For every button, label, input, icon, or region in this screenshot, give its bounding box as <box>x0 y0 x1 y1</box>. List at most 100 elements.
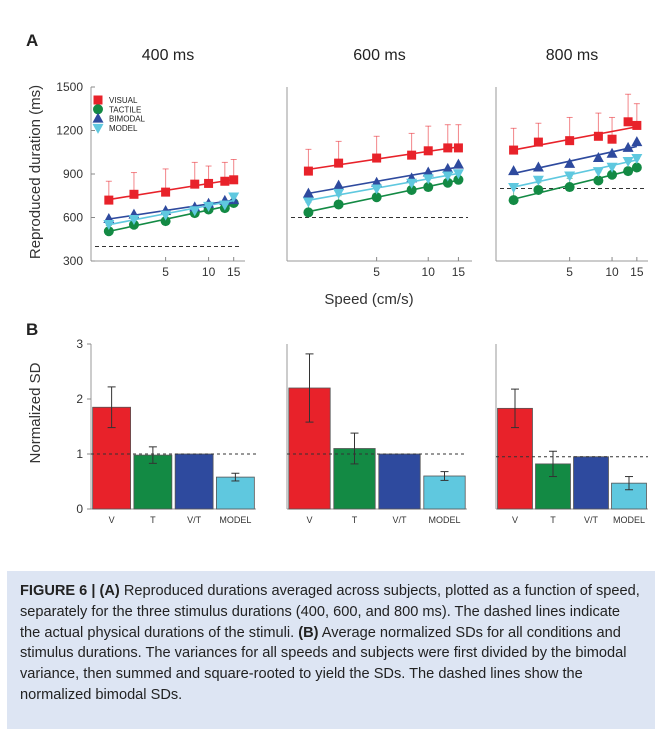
data-point-tactile <box>607 169 618 180</box>
data-point-tactile <box>406 184 417 195</box>
category-label: T <box>150 515 156 525</box>
data-point-tactile <box>453 174 464 185</box>
data-point-visual <box>129 189 139 199</box>
category-label: T <box>550 515 556 525</box>
caption-figure-label: FIGURE 6 | <box>20 583 96 599</box>
panel-a3-title: 800 ms <box>546 47 598 64</box>
data-point-visual <box>372 153 382 163</box>
data-point-tactile <box>631 162 642 173</box>
x-tick-label: 15 <box>630 265 644 279</box>
x-tick-label: 5 <box>566 265 573 279</box>
data-point-bimodal <box>452 158 464 169</box>
data-point-tactile <box>593 175 604 186</box>
charts-layer: 400 ms5 10 1515001200900600300VISUALTACTIL… <box>56 47 648 525</box>
data-point-model <box>508 183 520 194</box>
data-point-model <box>160 210 172 221</box>
fit-line-model <box>308 172 459 202</box>
data-point-tactile <box>564 182 575 193</box>
data-point-visual <box>161 187 171 197</box>
data-point-visual <box>533 137 543 147</box>
y-tick-label: 1500 <box>56 80 83 94</box>
data-point-bimodal <box>564 157 576 168</box>
y-tick-label: 300 <box>63 254 83 268</box>
category-label: V/T <box>187 515 202 525</box>
data-point-bimodal <box>371 176 383 187</box>
data-point-model <box>532 175 544 186</box>
fit-line-bimodal <box>108 199 234 220</box>
data-point-visual <box>220 176 230 186</box>
fit-line-visual <box>308 146 459 171</box>
figure: A B Reproduced duration (ms) Speed (cm/s… <box>26 31 648 525</box>
data-point-model <box>128 214 140 225</box>
data-point-model <box>606 162 618 173</box>
legend-label-visual: VISUAL <box>109 96 138 105</box>
legend-label-bimodal: BIMODAL <box>109 115 146 124</box>
bar-model <box>423 475 466 510</box>
panel-a2-title: 600 ms <box>353 47 405 64</box>
data-point-tactile <box>508 195 519 206</box>
category-label: V <box>109 515 115 525</box>
data-point-visual <box>334 158 344 168</box>
data-point-tactile <box>423 182 434 193</box>
panel-b-label: B <box>26 320 38 339</box>
bar-model <box>215 476 255 510</box>
data-point-model <box>219 200 231 211</box>
data-point-model <box>422 174 434 185</box>
panel-a1-title: 400 ms <box>142 47 194 64</box>
legend-label-tactile: TACTILE <box>109 105 141 114</box>
fit-line-tactile <box>308 179 459 213</box>
data-point-tactile <box>103 226 114 237</box>
data-point-model <box>302 197 314 208</box>
y-tick-label: 600 <box>63 211 83 225</box>
category-label: T <box>352 515 358 525</box>
data-point-model <box>452 169 464 180</box>
category-label: MODEL <box>219 515 251 525</box>
data-point-model <box>228 192 240 203</box>
x-tick-label: 5 <box>373 265 380 279</box>
data-point-model <box>371 184 383 195</box>
caption-a-label: (A) <box>99 583 120 599</box>
fit-line-tactile <box>108 203 234 233</box>
data-point-visual <box>443 143 453 153</box>
data-point-visual <box>509 145 519 155</box>
data-point-tactile <box>303 207 314 218</box>
data-point-visual <box>104 195 114 205</box>
data-point-bimodal <box>333 179 345 190</box>
category-label: MODEL <box>428 515 460 525</box>
data-point-visual <box>565 136 575 146</box>
data-point-visual <box>453 143 463 153</box>
bar-vt <box>573 456 609 510</box>
y-tick-label: 1200 <box>56 124 83 138</box>
data-point-model <box>189 206 201 217</box>
y-tick-label: 0 <box>76 502 83 516</box>
data-point-bimodal <box>422 166 434 177</box>
data-point-model <box>592 167 604 178</box>
category-label: V/T <box>584 515 599 525</box>
x-tick-label: 10 <box>202 265 216 279</box>
data-point-bimodal <box>302 187 314 198</box>
data-point-bimodal <box>442 162 454 173</box>
category-label: MODEL <box>613 515 645 525</box>
caption-b-text: Average normalized SDs for all condition… <box>20 624 627 703</box>
fit-line-model <box>108 199 234 226</box>
figure-caption: FIGURE 6 | (A) Reproduced durations aver… <box>20 581 641 706</box>
data-point-bimodal <box>532 161 544 172</box>
legend-marker-tactile <box>93 104 103 115</box>
data-point-model <box>564 171 576 182</box>
bar-vt <box>378 453 421 510</box>
data-point-visual <box>423 146 433 156</box>
x-tick-label: 15 <box>452 265 466 279</box>
x-tick-label: 5 <box>162 265 169 279</box>
data-point-tactile <box>371 192 382 203</box>
fit-line-visual <box>513 126 637 151</box>
data-point-model <box>442 171 454 182</box>
data-point-bimodal <box>606 147 618 158</box>
data-point-model <box>333 188 345 199</box>
category-label: V/T <box>392 515 407 525</box>
data-point-visual <box>623 117 633 127</box>
data-point-model <box>203 201 215 212</box>
data-point-visual <box>190 179 200 189</box>
y-tick-label: 3 <box>76 337 83 351</box>
legend-marker-model <box>92 123 104 134</box>
data-point-model <box>103 220 115 231</box>
